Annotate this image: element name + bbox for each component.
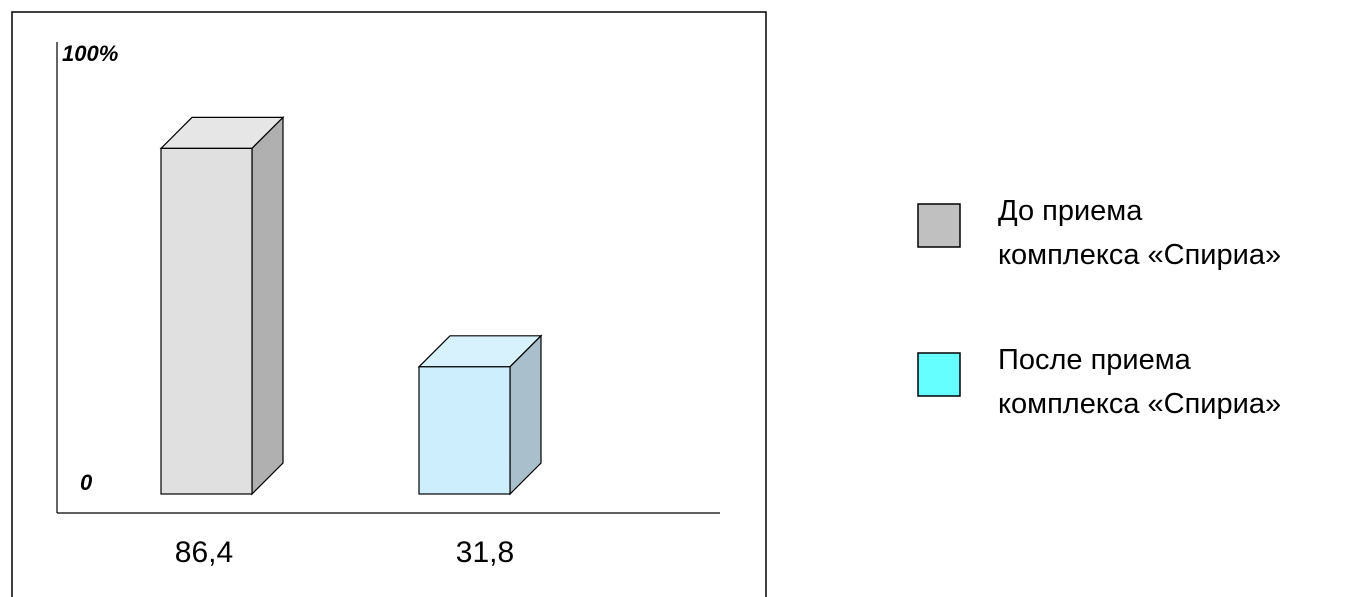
y-tick-label-min: 0	[80, 470, 93, 495]
legend: До приема комплекса «Спириа» После приема к…	[917, 195, 1281, 420]
legend-label-line-2: комплекса «Спириа»	[998, 388, 1281, 420]
legend-label-line-1: После приема	[998, 344, 1192, 376]
legend-item-2: После приема комплекса «Спириа»	[917, 344, 1281, 420]
bars-layer: 86,4 31,8	[159, 115, 543, 569]
legend-item-1: До приема комплекса «Спириа»	[917, 195, 1281, 271]
y-tick-label-max: 100%	[62, 41, 118, 66]
bar-2	[417, 334, 543, 496]
legend-label-line-1: До приема	[998, 195, 1143, 227]
value-label-2: 31,8	[456, 536, 514, 569]
legend-label-line-2: комплекса «Спириа»	[998, 239, 1281, 271]
bar-front-face	[418, 366, 511, 495]
bar-front-face	[160, 147, 253, 495]
legend-swatch	[917, 203, 961, 248]
chart-frame	[11, 11, 767, 597]
legend-swatch	[917, 352, 961, 397]
bar-1	[159, 115, 285, 496]
value-label-1: 86,4	[175, 536, 233, 569]
bar-side-face	[251, 115, 284, 496]
